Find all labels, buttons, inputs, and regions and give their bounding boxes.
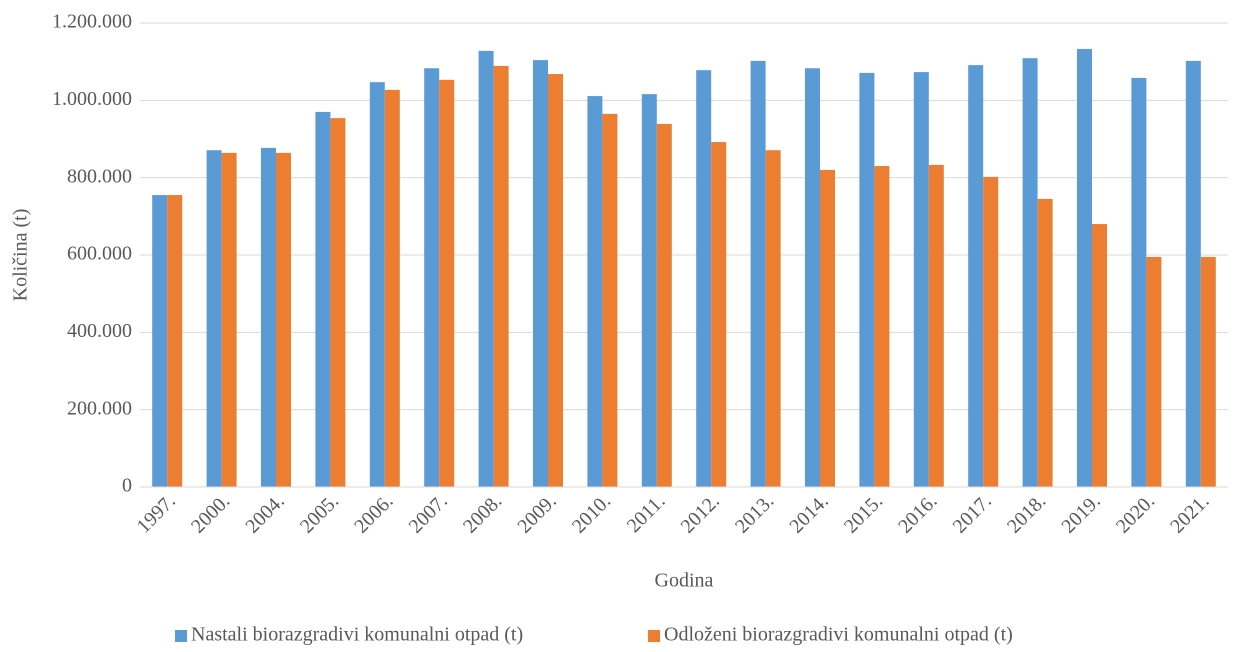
bar: [369, 82, 385, 487]
bar: [167, 195, 183, 488]
bar: [493, 65, 509, 488]
x-tick-label: 2009.: [513, 490, 560, 537]
y-tick-label: 0: [122, 475, 132, 497]
bar: [1200, 256, 1216, 487]
x-tick-label: 2014.: [785, 490, 832, 537]
bar: [765, 150, 781, 488]
bar: [261, 147, 276, 488]
bar: [859, 72, 875, 487]
legend-swatch: [648, 630, 660, 642]
bar: [548, 74, 563, 487]
x-tick-label: 2011.: [623, 490, 670, 537]
x-tick-label: 2013.: [731, 490, 778, 537]
bar: [983, 176, 999, 488]
bar: [913, 72, 929, 488]
bar: [439, 79, 455, 487]
x-tick-label: 2016.: [894, 490, 941, 537]
legend-label: Nastali biorazgradivi komunalni otpad (t…: [191, 624, 523, 646]
y-tick-label: 600.000: [67, 243, 132, 265]
bar: [424, 68, 440, 488]
bar: [641, 94, 657, 487]
bar: [1092, 224, 1107, 488]
bar: [1022, 58, 1038, 487]
bar: [820, 169, 835, 487]
bar: [696, 70, 712, 487]
y-tick-label: 1.000.000: [52, 88, 132, 110]
y-tick-label: 200.000: [67, 397, 132, 419]
bar: [276, 152, 291, 488]
bar: [533, 60, 548, 488]
legend-swatch: [175, 630, 187, 642]
x-tick-label: 2012.: [677, 490, 724, 537]
bar: [1185, 60, 1201, 487]
x-tick-label: 2008.: [459, 490, 506, 537]
x-tick-label: 2010.: [568, 490, 615, 537]
bar: [206, 150, 222, 488]
x-axis-label: Godina: [655, 570, 714, 592]
bar: [874, 166, 890, 488]
x-tick-label: 2019.: [1057, 490, 1104, 537]
x-tick-label: 2007.: [405, 490, 452, 537]
bar: [1146, 256, 1162, 487]
bar: [711, 142, 727, 488]
bar: [805, 68, 820, 488]
x-tick-label: 1997.: [133, 490, 180, 537]
bar: [1037, 198, 1053, 487]
bar: [330, 118, 346, 488]
bar: [221, 152, 237, 488]
x-tick-label: 2017.: [949, 490, 996, 537]
x-tick-label: 2018.: [1003, 490, 1050, 537]
x-tick-label: 2005.: [296, 490, 343, 537]
x-tick-label: 2004.: [241, 490, 288, 537]
bar: [602, 113, 618, 487]
x-tick-label: 2006.: [350, 490, 397, 537]
y-tick-label: 1.200.000: [52, 11, 132, 33]
x-tick-label: 2000.: [187, 490, 234, 537]
x-tick-label: 2021.: [1166, 490, 1213, 537]
y-tick-label: 400.000: [67, 320, 132, 342]
bar: [384, 89, 400, 487]
bar: [587, 96, 603, 487]
bar: [750, 60, 766, 487]
bar: [1077, 48, 1092, 487]
x-tick-label: 2015.: [840, 490, 887, 537]
y-tick-label: 800.000: [67, 165, 132, 187]
legend-label: Odloženi biorazgradivi komunalni otpad (…: [664, 624, 1013, 646]
bar: [315, 111, 331, 487]
bar: [928, 164, 944, 487]
y-axis-label: Količina (t): [10, 209, 32, 302]
bar: [478, 50, 494, 488]
x-tick-label: 2020.: [1112, 490, 1159, 537]
bar: [656, 123, 672, 488]
bar: [1131, 77, 1147, 487]
bar: [152, 195, 168, 488]
bar: [968, 65, 984, 487]
